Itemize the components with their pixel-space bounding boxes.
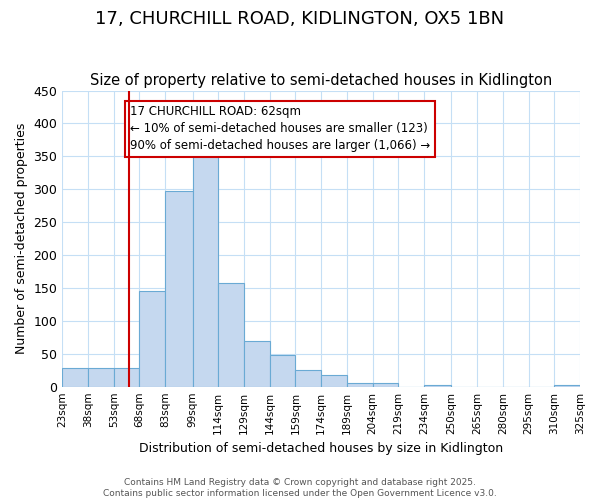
Bar — [165, 190, 193, 386]
X-axis label: Distribution of semi-detached houses by size in Kidlington: Distribution of semi-detached houses by … — [139, 442, 503, 455]
Text: Contains HM Land Registry data © Crown copyright and database right 2025.
Contai: Contains HM Land Registry data © Crown c… — [103, 478, 497, 498]
Bar — [554, 384, 580, 386]
Bar — [270, 355, 295, 386]
Bar — [218, 282, 244, 387]
Bar — [424, 384, 451, 386]
Text: 17, CHURCHILL ROAD, KIDLINGTON, OX5 1BN: 17, CHURCHILL ROAD, KIDLINGTON, OX5 1BN — [95, 10, 505, 28]
Bar — [244, 340, 270, 386]
Text: 17 CHURCHILL ROAD: 62sqm
← 10% of semi-detached houses are smaller (123)
90% of : 17 CHURCHILL ROAD: 62sqm ← 10% of semi-d… — [130, 106, 430, 152]
Bar — [88, 368, 114, 386]
Y-axis label: Number of semi-detached properties: Number of semi-detached properties — [15, 123, 28, 354]
Title: Size of property relative to semi-detached houses in Kidlington: Size of property relative to semi-detach… — [90, 73, 552, 88]
Bar — [347, 384, 373, 386]
Bar — [139, 292, 165, 386]
Bar — [193, 143, 218, 386]
Bar — [62, 368, 88, 386]
Bar — [114, 368, 139, 386]
Bar — [321, 376, 347, 386]
Bar — [295, 370, 321, 386]
Bar — [373, 384, 398, 386]
